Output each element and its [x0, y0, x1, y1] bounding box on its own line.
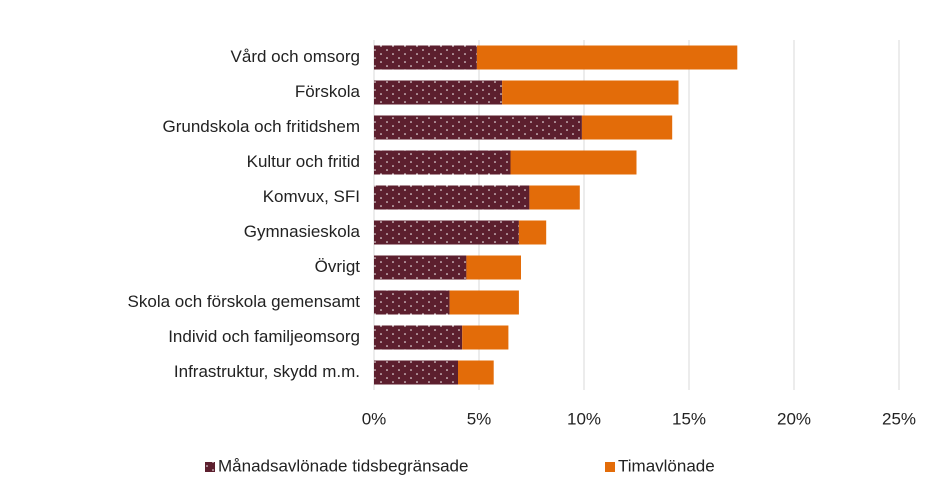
x-tick-label: 20%: [777, 409, 811, 428]
x-tick-label: 10%: [567, 409, 601, 428]
bar: [476, 45, 738, 70]
y-tick-label: Vård och omsorg: [231, 47, 360, 66]
y-tick-label: Grundskola och fritidshem: [163, 117, 360, 136]
y-tick-label: Komvux, SFI: [263, 187, 360, 206]
x-tick-label: 15%: [672, 409, 706, 428]
legend-label: Timavlönade: [618, 456, 715, 475]
bar: [374, 45, 477, 70]
x-tick-label: 5%: [467, 409, 492, 428]
legend-marker: [205, 462, 215, 472]
legend-label: Månadsavlönade tidsbegränsade: [218, 456, 468, 475]
y-tick-label: Övrigt: [315, 257, 361, 276]
bar: [374, 185, 530, 210]
bar: [449, 290, 519, 315]
x-tick-label: 0%: [362, 409, 387, 428]
bar: [374, 220, 519, 245]
bar: [529, 185, 580, 210]
bar: [462, 325, 509, 350]
bar: [518, 220, 547, 245]
bar: [374, 325, 463, 350]
y-tick-label: Kultur och fritid: [247, 152, 360, 171]
bar: [581, 115, 673, 140]
y-tick-label: Infrastruktur, skydd m.m.: [174, 362, 360, 381]
x-tick-label: 25%: [882, 409, 916, 428]
bar: [374, 255, 467, 280]
bar: [466, 255, 521, 280]
bar: [374, 150, 511, 175]
bar: [374, 115, 582, 140]
bar: [374, 80, 503, 105]
bar: [510, 150, 637, 175]
bar: [458, 360, 494, 385]
legend-marker: [605, 462, 615, 472]
bar: [502, 80, 679, 105]
y-tick-label: Individ och familjeomsorg: [168, 327, 360, 346]
bar: [374, 290, 450, 315]
bar: [374, 360, 458, 385]
y-tick-label: Gymnasieskola: [244, 222, 361, 241]
y-tick-label: Skola och förskola gemensamt: [128, 292, 361, 311]
y-tick-label: Förskola: [295, 82, 361, 101]
